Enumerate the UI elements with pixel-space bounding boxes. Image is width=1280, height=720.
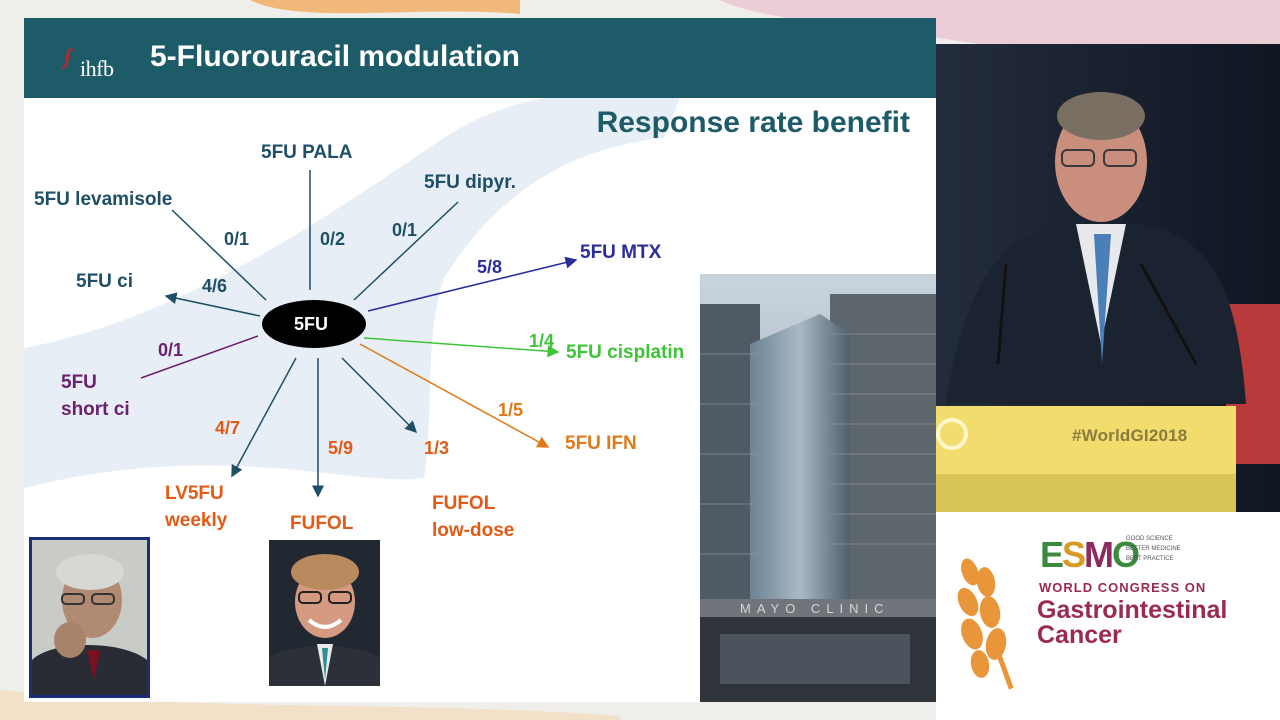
building-sign: MAYO CLINIC xyxy=(740,601,890,616)
esmo-letter-m: M xyxy=(1084,534,1114,575)
ratio-lv5fu: 4/7 xyxy=(215,418,240,438)
building-photo: MAYO CLINIC xyxy=(700,274,936,702)
tagline-2: BETTER MEDICINE xyxy=(1126,546,1181,552)
node-levamisole: 5FU levamisole xyxy=(34,189,172,210)
speaker-video xyxy=(936,44,1280,512)
ratio-fufol: 5/9 xyxy=(328,438,353,458)
ihfb-logo: ihfb xyxy=(80,56,114,81)
modulation-diagram: 5FU 5FU PALA 5FU dipyr. 5FU levamisole 5… xyxy=(24,88,684,541)
slide-header: ʃ ihfb 5-Fluorouracil modulation xyxy=(24,18,936,98)
esmo-letter-e: E xyxy=(1040,534,1064,575)
node-fufol-low-1: FUFOL xyxy=(432,493,496,514)
node-mtx: 5FU MTX xyxy=(580,242,662,263)
node-short-ci-2: short ci xyxy=(61,399,130,420)
event-name-line2: Cancer xyxy=(1037,621,1122,649)
ihfb-logo-mark: ʃ xyxy=(64,44,72,69)
node-fufol: FUFOL xyxy=(290,513,354,534)
slide-subtitle: Response rate benefit xyxy=(596,106,910,139)
ratio-levamisole: 0/1 xyxy=(224,229,249,249)
tagline-1: GOOD SCIENCE xyxy=(1126,536,1173,542)
node-lv5fu-1: LV5FU xyxy=(165,483,224,504)
portrait-photo-middle xyxy=(269,540,380,686)
ratio-dipyr: 0/1 xyxy=(392,220,417,240)
wheat-logo-icon xyxy=(957,558,1014,690)
node-cisplatin: 5FU cisplatin xyxy=(566,342,684,363)
node-dipyr: 5FU dipyr. xyxy=(424,172,516,193)
esmo-logo: ESMO xyxy=(1040,534,1140,576)
presentation-slide: 5FU 5FU PALA 5FU dipyr. 5FU levamisole 5… xyxy=(24,18,936,702)
ratio-ci: 4/6 xyxy=(202,276,227,296)
node-ci: 5FU ci xyxy=(76,271,133,292)
esmo-letter-s: S xyxy=(1062,534,1086,575)
congress-branding: ESMO GOOD SCIENCE BETTER MEDICINE BEST P… xyxy=(936,512,1280,720)
node-fufol-low-2: low-dose xyxy=(432,520,514,541)
event-name-line1: Gastrointestinal xyxy=(1037,596,1228,624)
event-name: Gastrointestinal Cancer xyxy=(1037,598,1277,648)
node-pala: 5FU PALA xyxy=(261,142,353,163)
ratio-ifn: 1/5 xyxy=(498,400,523,420)
node-ifn: 5FU IFN xyxy=(565,433,637,454)
node-lv5fu-2: weekly xyxy=(164,510,228,531)
tagline-3: BEST PRACTICE xyxy=(1126,556,1174,562)
ratio-pala: 0/2 xyxy=(320,229,345,249)
portrait-photo-left xyxy=(29,537,150,698)
esmo-letter-o: O xyxy=(1112,534,1140,575)
ratio-short-ci: 0/1 xyxy=(158,340,183,360)
slide-title: 5-Fluorouracil modulation xyxy=(150,40,521,73)
center-label: 5FU xyxy=(294,314,328,334)
ratio-fufol-low: 1/3 xyxy=(424,438,449,458)
center-node xyxy=(262,300,366,348)
event-hashtag: #WorldGI2018 xyxy=(1072,426,1188,445)
node-short-ci-1: 5FU xyxy=(61,372,97,393)
esmo-tagline: GOOD SCIENCE BETTER MEDICINE BEST PRACTI… xyxy=(1126,534,1181,564)
diagram-lines xyxy=(140,170,578,498)
ratio-cisplatin: 1/4 xyxy=(529,331,554,351)
congress-label: WORLD CONGRESS ON xyxy=(1039,580,1207,595)
ratio-mtx: 5/8 xyxy=(477,257,502,277)
